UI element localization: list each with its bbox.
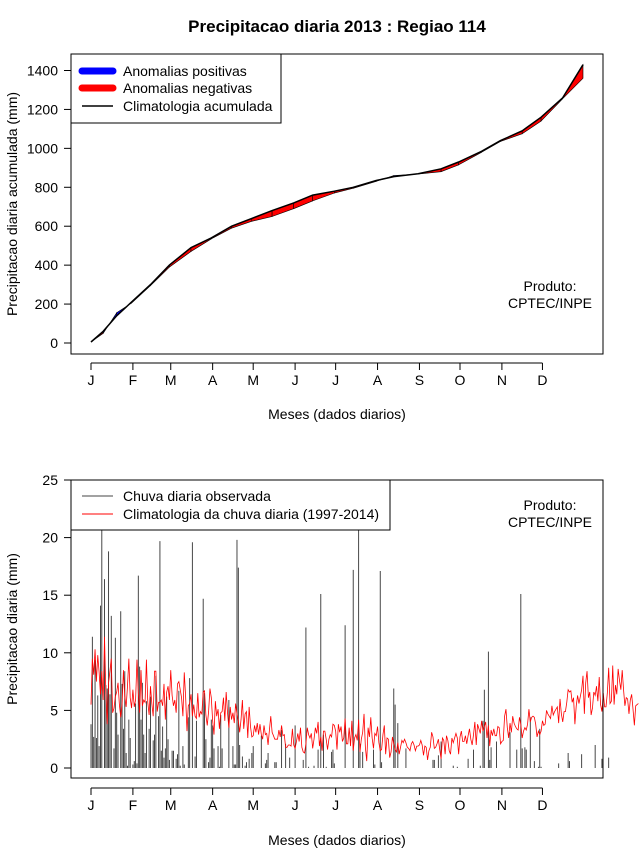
legend-climatology-label: Climatologia acumulada <box>123 98 273 114</box>
bottom-y-tick-label: 0 <box>50 760 58 776</box>
bottom-y-tick-label: 5 <box>50 702 58 718</box>
top-x-tick-label: M <box>165 372 177 388</box>
legend-positive-label: Anomalias positivas <box>123 63 247 79</box>
bottom-x-tick-label: S <box>415 797 424 813</box>
top-x-tick-label: J <box>88 372 95 388</box>
top-x-tick-label: A <box>373 372 383 388</box>
top-x-tick-label: J <box>332 372 339 388</box>
climatology-cumulative-line <box>90 64 584 343</box>
bottom-y-axis-label: Precipitacao diaria (mm) <box>4 553 20 705</box>
top-legend: Anomalias positivas Anomalias negativas … <box>70 53 282 124</box>
legend-climatology-daily-label: Climatologia da chuva diaria (1997-2014) <box>123 506 379 522</box>
bottom-x-tick-label: M <box>247 797 259 813</box>
bottom-x-tick-label: M <box>165 797 177 813</box>
top-y-tick-label: 0 <box>50 335 58 351</box>
bottom-annotation-line-2: CPTEC/INPE <box>508 514 592 530</box>
bottom-x-tick-label: N <box>497 797 507 813</box>
top-y-tick-label: 1200 <box>27 101 58 117</box>
bottom-x-tick-label: F <box>129 797 138 813</box>
bottom-legend-box <box>70 479 391 531</box>
daily-climatology-line <box>90 636 639 762</box>
top-x-tick-label: M <box>247 372 259 388</box>
top-y-axis-label: Precipitacao diaria acumulada (mm) <box>4 92 20 316</box>
daily-precipitation-panel: 0 5 10 15 20 25 J F M A M J J A S O N D Precipitacao dia… <box>4 472 639 848</box>
top-x-tick-label: F <box>129 372 138 388</box>
top-annotation-line-2: CPTEC/INPE <box>508 295 592 311</box>
top-x-tick-label: A <box>208 372 218 388</box>
bottom-y-tick-label: 20 <box>42 530 58 546</box>
bottom-x-tick-label: J <box>332 797 339 813</box>
top-x-tick-label: D <box>537 372 547 388</box>
top-x-tick-label: S <box>415 372 424 388</box>
bottom-x-axis-label: Meses (dados diarios) <box>268 832 406 848</box>
bottom-y-tick-label: 10 <box>42 645 58 661</box>
top-y-tick-label: 400 <box>35 257 59 273</box>
top-x-tick-label: J <box>292 372 299 388</box>
top-x-tick-label: O <box>455 372 466 388</box>
bottom-y-tick-label: 15 <box>42 587 58 603</box>
bottom-x-tick-label: D <box>537 797 547 813</box>
top-y-tick-label: 1400 <box>27 63 58 79</box>
bottom-legend: Chuva diaria observada Climatologia da c… <box>70 479 391 531</box>
top-y-tick-label: 800 <box>35 179 59 195</box>
legend-observed-label: Chuva diaria observada <box>123 488 271 504</box>
bottom-annotation-line-1: Produto: <box>524 497 577 513</box>
bottom-y-tick-label: 25 <box>42 472 58 488</box>
top-annotation-line-1: Produto: <box>524 278 577 294</box>
bottom-x-tick-label: A <box>373 797 383 813</box>
cumulative-precipitation-panel: 0 200 400 600 800 1000 1200 1400 J F M A M J J A S O N D P… <box>4 53 604 422</box>
bottom-x-tick-label: J <box>88 797 95 813</box>
bottom-x-tick-label: A <box>208 797 218 813</box>
top-y-tick-label: 200 <box>35 296 59 312</box>
top-y-tick-label: 600 <box>35 218 59 234</box>
legend-negative-label: Anomalias negativas <box>123 80 252 96</box>
top-x-tick-label: N <box>497 372 507 388</box>
top-y-tick-label: 1000 <box>27 140 58 156</box>
top-x-axis-label: Meses (dados diarios) <box>268 406 406 422</box>
bottom-x-tick-label: J <box>292 797 299 813</box>
bottom-x-tick-label: O <box>455 797 466 813</box>
chart-title: Precipitacao diaria 2013 : Regiao 114 <box>188 17 486 36</box>
